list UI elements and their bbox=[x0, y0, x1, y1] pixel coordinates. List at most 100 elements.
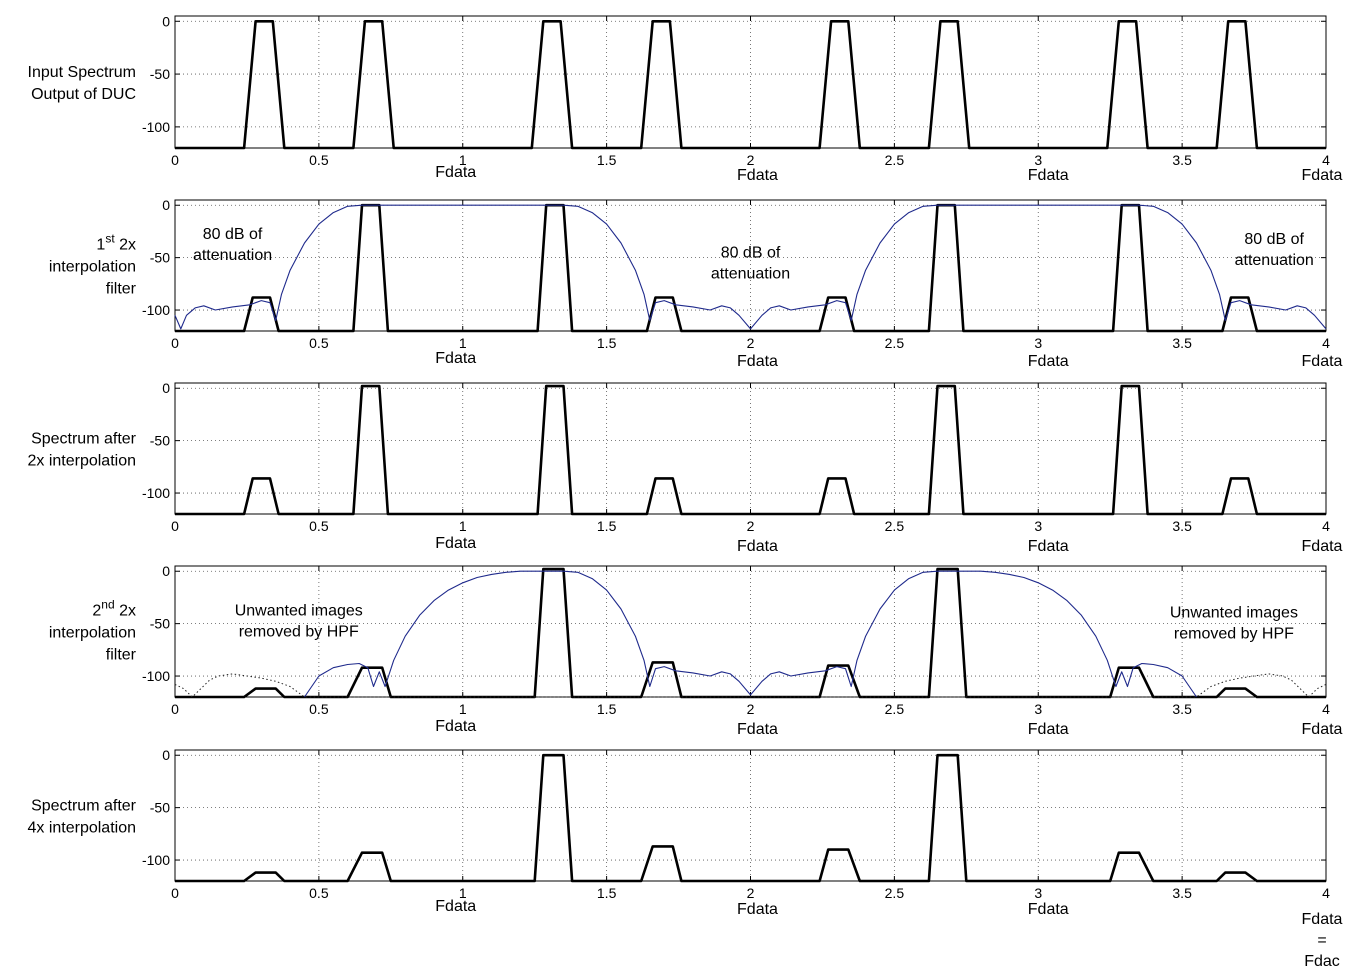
x-tick-label: 0 bbox=[171, 518, 179, 534]
annotation-text: Unwanted images bbox=[235, 602, 363, 619]
x-unit-label-fdata: Fdata bbox=[435, 718, 476, 735]
panel-2-ylabel: filter bbox=[106, 281, 137, 298]
x-tick-label: 0.5 bbox=[309, 885, 329, 901]
x-tick-label: 4 bbox=[1322, 885, 1330, 901]
x-tick-label: 1.5 bbox=[597, 518, 617, 534]
x-tick-label: 2 bbox=[747, 335, 755, 351]
x-tick-label: 1.5 bbox=[597, 701, 617, 717]
x-unit-label-fdata: Fdata bbox=[435, 535, 476, 552]
panel-3-ylabel: Spectrum after bbox=[31, 431, 137, 448]
annotation-text: removed by HPF bbox=[1174, 625, 1294, 642]
y-tick-label: 0 bbox=[162, 380, 170, 396]
x-tick-label: 4 bbox=[1322, 152, 1330, 168]
x-unit-label-fdata: Fdata bbox=[737, 167, 778, 184]
x-tick-label: 2.5 bbox=[885, 701, 905, 717]
x-unit-label-fdata: Fdata bbox=[737, 901, 778, 918]
x-unit-label-fdata: Fdata bbox=[1302, 353, 1343, 370]
x-tick-label: 3.5 bbox=[1172, 152, 1192, 168]
x-tick-label: 0 bbox=[171, 152, 179, 168]
x-tick-label: 0.5 bbox=[309, 518, 329, 534]
x-tick-label: 3 bbox=[1034, 335, 1042, 351]
y-tick-label: -50 bbox=[150, 433, 170, 449]
panel-3-ylabel: 2x interpolation bbox=[27, 453, 136, 470]
panel-2-ylabel: 1st 2x bbox=[96, 232, 136, 254]
annotation-text: Unwanted images bbox=[1170, 604, 1298, 621]
x-unit-label-fdata: Fdata bbox=[435, 898, 476, 915]
x-unit-label-fdata: Fdata bbox=[435, 164, 476, 181]
annotation-text: 80 dB of bbox=[203, 226, 263, 243]
x-tick-label: 2 bbox=[747, 885, 755, 901]
x-tick-label: 4 bbox=[1322, 335, 1330, 351]
x-tick-label: 1 bbox=[459, 335, 467, 351]
x-tick-label: 2 bbox=[747, 152, 755, 168]
fdata-equals-fdac-label: = bbox=[1317, 932, 1326, 949]
x-tick-label: 3 bbox=[1034, 885, 1042, 901]
fdata-equals-fdac-label: Fdata bbox=[1302, 911, 1343, 928]
panel-4-filter-response-line bbox=[304, 570, 1197, 698]
x-unit-label-fdata: Fdata bbox=[737, 538, 778, 555]
y-tick-label: 0 bbox=[162, 747, 170, 763]
x-tick-label: 2.5 bbox=[885, 518, 905, 534]
annotation-text: 80 dB of bbox=[1244, 231, 1304, 248]
x-tick-label: 2 bbox=[747, 701, 755, 717]
x-tick-label: 3 bbox=[1034, 518, 1042, 534]
x-tick-label: 1.5 bbox=[597, 885, 617, 901]
x-unit-label-fdata: Fdata bbox=[1302, 721, 1343, 738]
x-tick-label: 2.5 bbox=[885, 152, 905, 168]
x-unit-label-fdata: Fdata bbox=[1302, 538, 1343, 555]
annotation-text: attenuation bbox=[1235, 252, 1314, 269]
x-tick-label: 3 bbox=[1034, 152, 1042, 168]
y-tick-label: -100 bbox=[142, 668, 170, 684]
annotation-text: removed by HPF bbox=[239, 623, 359, 640]
panel-2-ylabel: interpolation bbox=[49, 259, 136, 276]
panel-4-frame bbox=[174, 565, 1327, 698]
y-tick-label: -50 bbox=[150, 66, 170, 82]
y-tick-label: 0 bbox=[162, 563, 170, 579]
x-unit-label-fdata: Fdata bbox=[435, 350, 476, 367]
annotation-text: 80 dB of bbox=[721, 245, 781, 262]
x-tick-label: 1 bbox=[459, 152, 467, 168]
x-tick-label: 3.5 bbox=[1172, 518, 1192, 534]
x-tick-label: 3.5 bbox=[1172, 335, 1192, 351]
y-tick-label: -50 bbox=[150, 800, 170, 816]
panel-1-spectrum-line bbox=[175, 19, 1326, 150]
panel-2-frame bbox=[174, 199, 1327, 332]
x-tick-label: 0.5 bbox=[309, 335, 329, 351]
y-tick-label: -100 bbox=[142, 119, 170, 135]
panel-4-ylabel: interpolation bbox=[49, 625, 136, 642]
x-unit-label-fdata: Fdata bbox=[737, 353, 778, 370]
x-unit-label-fdata: Fdata bbox=[737, 721, 778, 738]
panel-4-ylabel: filter bbox=[106, 647, 137, 664]
x-unit-label-fdata: Fdata bbox=[1028, 167, 1069, 184]
annotation-text: attenuation bbox=[711, 266, 790, 283]
x-tick-label: 3.5 bbox=[1172, 701, 1192, 717]
x-tick-label: 0 bbox=[171, 885, 179, 901]
panel-4-ylabel: 2nd 2x bbox=[92, 598, 136, 620]
panel-2-spectrum-line bbox=[175, 203, 1326, 333]
panel-5-frame bbox=[174, 749, 1327, 882]
x-tick-label: 1 bbox=[459, 701, 467, 717]
x-unit-label-fdata: Fdata bbox=[1028, 901, 1069, 918]
x-tick-label: 2 bbox=[747, 518, 755, 534]
x-tick-label: 2.5 bbox=[885, 885, 905, 901]
x-tick-label: 1 bbox=[459, 518, 467, 534]
x-tick-label: 2.5 bbox=[885, 335, 905, 351]
x-tick-label: 3.5 bbox=[1172, 885, 1192, 901]
y-tick-label: -50 bbox=[150, 250, 170, 266]
annotation-text: attenuation bbox=[193, 247, 272, 264]
panel-1-ylabel: Output of DUC bbox=[31, 86, 136, 103]
panel-1-ylabel: Input Spectrum bbox=[28, 64, 137, 81]
x-tick-label: 1.5 bbox=[597, 335, 617, 351]
panel-5-ylabel: Spectrum after bbox=[31, 798, 137, 815]
x-tick-label: 0 bbox=[171, 701, 179, 717]
x-tick-label: 4 bbox=[1322, 518, 1330, 534]
y-tick-label: -100 bbox=[142, 485, 170, 501]
x-unit-label-fdata: Fdata bbox=[1028, 721, 1069, 738]
panel-1-frame bbox=[174, 15, 1327, 149]
x-tick-label: 4 bbox=[1322, 701, 1330, 717]
x-unit-label-fdata: Fdata bbox=[1028, 538, 1069, 555]
panel-3-spectrum-line bbox=[175, 384, 1326, 516]
y-tick-label: 0 bbox=[162, 13, 170, 29]
